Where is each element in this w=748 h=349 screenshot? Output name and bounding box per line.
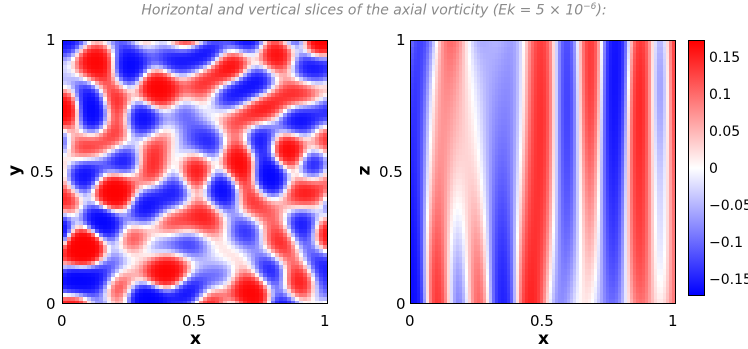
caption-suffix: ): (596, 2, 607, 19)
right-ylabel: z (354, 165, 375, 176)
vertical-slice-image (411, 41, 675, 303)
left-xtick-0: 0 (57, 312, 67, 330)
left-xlabel: x (190, 329, 201, 349)
caption-prefix: Horizontal and vertical slices of the ax… (141, 2, 499, 19)
colorbar-gradient (689, 41, 704, 295)
right-ytick-0: 0 (396, 295, 406, 313)
left-ylabel: y (5, 164, 26, 177)
caption-exponent: −6 (583, 2, 597, 12)
colorbar-tick-0.15: 0.15 (709, 50, 741, 66)
right-ytick-1: 1 (396, 31, 406, 49)
horizontal-slice-panel (62, 40, 328, 304)
right-xlabel: x (538, 329, 549, 349)
colorbar-tick-0.1: 0.1 (709, 87, 732, 103)
left-xtick-1: 1 (320, 312, 330, 330)
colorbar-tick-0.05: 0.05 (709, 124, 741, 140)
colorbar-tick-0: 0 (709, 161, 718, 177)
caption-ek: Ek (498, 2, 516, 19)
colorbar-tick-neg0.05: −0.05 (709, 198, 748, 214)
left-ytick-1: 1 (46, 31, 56, 49)
right-xtick-0.5: 0.5 (530, 312, 554, 330)
right-xtick-1: 1 (668, 312, 678, 330)
left-ytick-0: 0 (46, 295, 56, 313)
right-ytick-0.5: 0.5 (379, 163, 403, 181)
right-xtick-0: 0 (405, 312, 415, 330)
left-xtick-0.5: 0.5 (182, 312, 206, 330)
colorbar (688, 40, 705, 296)
caption-eq: = 5 × 10 (515, 2, 584, 19)
left-ytick-0.5: 0.5 (30, 163, 54, 181)
colorbar-tick-neg0.15: −0.15 (709, 272, 748, 288)
colorbar-tick-neg0.1: −0.1 (709, 235, 743, 251)
figure-caption: Horizontal and vertical slices of the ax… (0, 2, 748, 19)
vertical-slice-panel (410, 40, 676, 304)
horizontal-slice-image (63, 41, 327, 303)
